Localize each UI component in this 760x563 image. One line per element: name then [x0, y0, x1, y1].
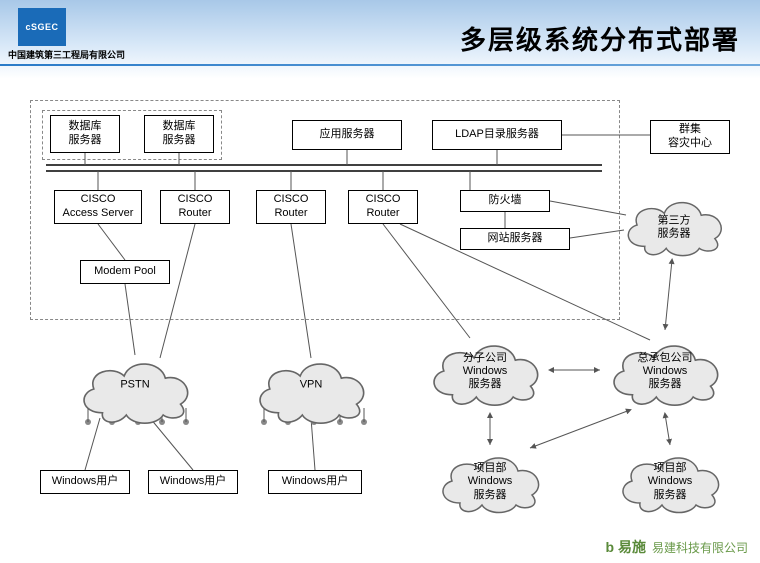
cloud-label-vpn: VPN — [246, 378, 376, 391]
node-cluster: 群集容灾中心 — [650, 120, 730, 154]
cloud-sub: 分子公司Windows服务器 — [420, 328, 550, 414]
cloud-label-pstn: PSTN — [70, 378, 200, 391]
cloud-pj2: 项目部Windows服务器 — [610, 440, 730, 522]
footer-brand-text: 易建科技有限公司 — [652, 539, 748, 556]
node-cr1: CISCORouter — [160, 190, 230, 224]
node-ldap: LDAP目录服务器 — [432, 120, 562, 150]
node-db1: 数据库服务器 — [50, 115, 120, 153]
cloud-vpn: VPN — [246, 350, 376, 428]
cloud-label-pj1: 项目部Windows服务器 — [430, 462, 550, 502]
node-wu3: Windows用户 — [268, 470, 362, 494]
diagram-canvas: 数据库服务器数据库服务器 应用服务器 LDAP目录服务器 群集容灾中心 CISCOAcc… — [0, 70, 760, 550]
node-db2: 数据库服务器 — [144, 115, 214, 153]
node-cas: CISCOAccess Server — [54, 190, 142, 224]
cloud-label-pj2: 项目部Windows服务器 — [610, 462, 730, 502]
node-cr2: CISCORouter — [256, 190, 326, 224]
node-wu2: Windows用户 — [148, 470, 238, 494]
cloud-pstn: PSTN — [70, 350, 200, 428]
footer-brand: b 易施 易建科技有限公司 — [606, 537, 748, 557]
logo-icon: cSGEC — [18, 8, 66, 46]
cloud-label-gc: 总承包公司Windows服务器 — [600, 352, 730, 392]
header: cSGEC 中国建筑第三工程局有限公司 多层级系统分布式部署 — [0, 0, 760, 70]
cloud-label-c3p: 第三方服务器 — [614, 214, 734, 240]
page-title: 多层级系统分布式部署 — [460, 20, 740, 57]
header-rule — [0, 64, 760, 66]
logo-subtitle: 中国建筑第三工程局有限公司 — [8, 48, 125, 61]
cloud-gc: 总承包公司Windows服务器 — [600, 328, 730, 414]
cloud-label-sub: 分子公司Windows服务器 — [420, 352, 550, 392]
cloud-c3p: 第三方服务器 — [614, 190, 734, 260]
node-fw: 防火墙 — [460, 190, 550, 212]
footer-mark-icon: b 易施 — [606, 537, 646, 557]
node-cr3: CISCORouter — [348, 190, 418, 224]
cloud-pj1: 项目部Windows服务器 — [430, 440, 550, 522]
node-web: 网站服务器 — [460, 228, 570, 250]
node-app: 应用服务器 — [292, 120, 402, 150]
node-wu1: Windows用户 — [40, 470, 130, 494]
node-mp: Modem Pool — [80, 260, 170, 284]
